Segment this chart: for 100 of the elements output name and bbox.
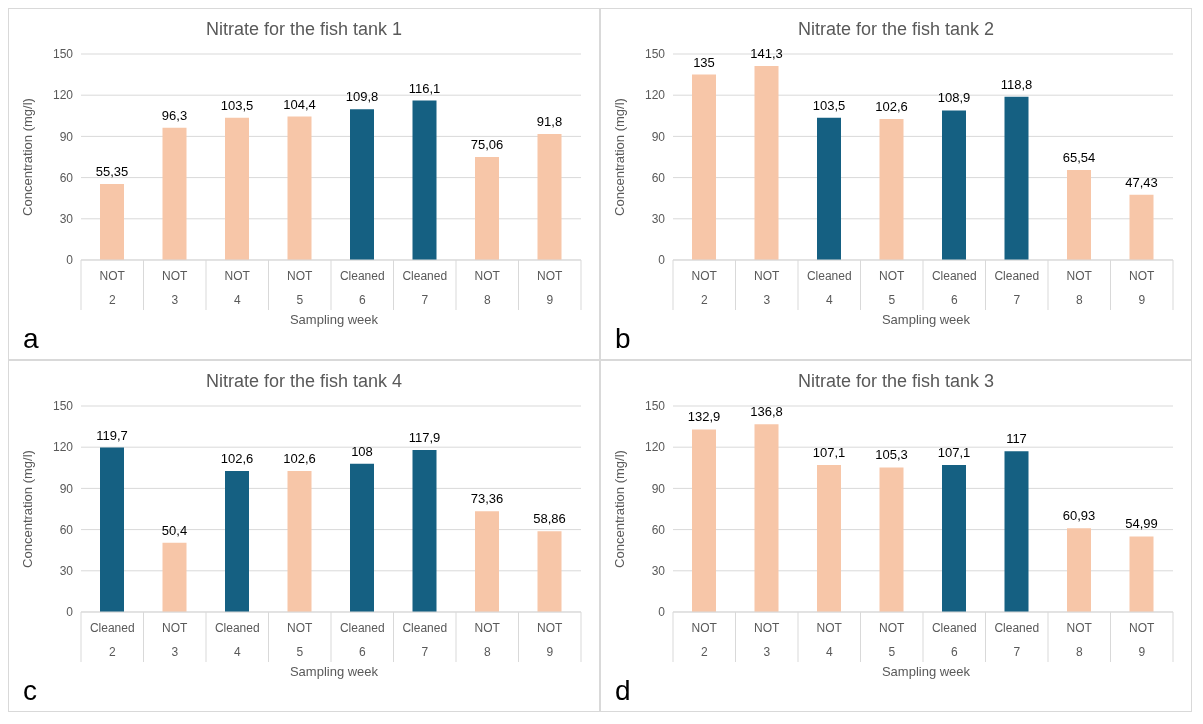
- text: c: [23, 675, 37, 707]
- bar: [162, 542, 187, 612]
- text: Cleaned: [931, 621, 977, 635]
- bar: [412, 100, 437, 260]
- bar: [162, 127, 187, 260]
- y-tick-label: 60: [59, 522, 74, 537]
- y-tick-label: 90: [59, 129, 74, 144]
- bar: [879, 467, 904, 612]
- y-tick-label: 30: [651, 564, 666, 579]
- bar: [1129, 536, 1154, 612]
- data-label: 109,8: [345, 89, 379, 105]
- x-tick-label: 8: [483, 645, 491, 659]
- text: Cleaned: [339, 269, 385, 283]
- data-label: 75,06: [470, 136, 504, 152]
- bar: [350, 463, 374, 612]
- bar: [942, 110, 966, 260]
- x-tick-label: 3: [763, 293, 771, 307]
- text: NOT: [1066, 269, 1093, 283]
- y-tick-label: 30: [651, 212, 666, 227]
- y-tick-label: 0: [66, 605, 74, 620]
- text: d: [615, 675, 631, 707]
- x-tick-label: 2: [700, 293, 708, 307]
- y-tick-label: 60: [651, 170, 666, 185]
- x-tick-label: 6: [358, 293, 366, 307]
- text: NOT: [1129, 621, 1156, 635]
- text: NOT: [162, 269, 189, 283]
- y-tick-label: 0: [66, 253, 74, 268]
- x-tick-label: 7: [421, 293, 429, 307]
- text: Cleaned: [994, 621, 1040, 635]
- data-label: 55,35: [95, 163, 129, 179]
- x-tick-label: 4: [825, 645, 833, 659]
- x-tick-label: 9: [546, 293, 554, 307]
- data-label: 50,4: [161, 522, 188, 538]
- x-tick-label: 9: [1138, 645, 1146, 659]
- bar: [287, 116, 312, 260]
- text: NOT: [754, 621, 781, 635]
- bar: [350, 109, 374, 260]
- y-tick-label: 120: [644, 88, 666, 103]
- bar: [287, 471, 312, 612]
- x-tick-label: 4: [233, 293, 241, 307]
- data-label: 108: [351, 443, 373, 459]
- data-label: 102,6: [875, 99, 908, 115]
- x-tick-label: 5: [888, 645, 896, 659]
- data-label: 73,36: [470, 491, 504, 507]
- data-label: 102,6: [220, 451, 254, 467]
- x-axis-title: Sampling week: [881, 664, 971, 679]
- y-tick-label: 60: [651, 522, 666, 537]
- data-label: 103,5: [812, 97, 846, 113]
- x-tick-label: 6: [950, 645, 958, 659]
- y-tick-label: 150: [52, 399, 74, 414]
- text: Cleaned: [339, 621, 385, 635]
- y-axis-title: Concentration (mg/l): [19, 98, 35, 216]
- x-tick-label: 9: [1138, 293, 1146, 307]
- data-label: 135: [693, 54, 715, 70]
- x-tick-label: 5: [888, 293, 896, 307]
- x-tick-label: 2: [700, 645, 708, 659]
- x-tick-label: 4: [825, 293, 833, 307]
- data-label: 117,9: [408, 430, 441, 446]
- data-label: 102,6: [283, 451, 316, 467]
- data-label: 118,8: [1000, 76, 1033, 92]
- y-tick-label: 30: [59, 564, 74, 579]
- x-tick-label: 8: [1075, 293, 1083, 307]
- bar: [1004, 96, 1029, 260]
- x-tick-label: 2: [108, 293, 116, 307]
- data-label: 117: [1006, 431, 1027, 447]
- data-label: 47,43: [1125, 174, 1158, 190]
- y-axis-title: Concentration (mg/l): [611, 450, 627, 568]
- bar: [1004, 451, 1029, 612]
- bar: [225, 471, 249, 612]
- text: Cleaned: [931, 269, 977, 283]
- text: NOT: [224, 269, 251, 283]
- data-label: 107,1: [937, 444, 971, 460]
- data-label: 107,1: [812, 444, 846, 460]
- text: NOT: [537, 621, 564, 635]
- text: NOT: [474, 269, 501, 283]
- y-tick-label: 120: [52, 440, 74, 455]
- x-tick-label: 3: [171, 293, 179, 307]
- data-label: 96,3: [161, 107, 188, 123]
- data-label: 91,8: [536, 113, 563, 129]
- y-tick-label: 0: [658, 253, 666, 268]
- text: Cleaned: [214, 621, 260, 635]
- x-axis-title: Sampling week: [289, 664, 379, 679]
- bar: [817, 464, 841, 612]
- bar: [942, 464, 966, 612]
- y-tick-label: 30: [59, 212, 74, 227]
- text: NOT: [816, 621, 843, 635]
- y-tick-label: 0: [658, 605, 666, 620]
- y-tick-label: 150: [644, 399, 666, 414]
- y-tick-label: 120: [52, 88, 74, 103]
- y-tick-label: 150: [644, 47, 666, 62]
- x-tick-label: 5: [296, 645, 304, 659]
- bar: [817, 117, 841, 260]
- text: NOT: [879, 269, 906, 283]
- text: NOT: [287, 621, 314, 635]
- x-tick-label: 4: [233, 645, 241, 659]
- y-axis-title: Concentration (mg/l): [611, 98, 627, 216]
- text: a: [23, 323, 39, 355]
- data-label: 103,5: [220, 97, 254, 113]
- text: NOT: [474, 621, 501, 635]
- data-label: 58,86: [533, 511, 566, 527]
